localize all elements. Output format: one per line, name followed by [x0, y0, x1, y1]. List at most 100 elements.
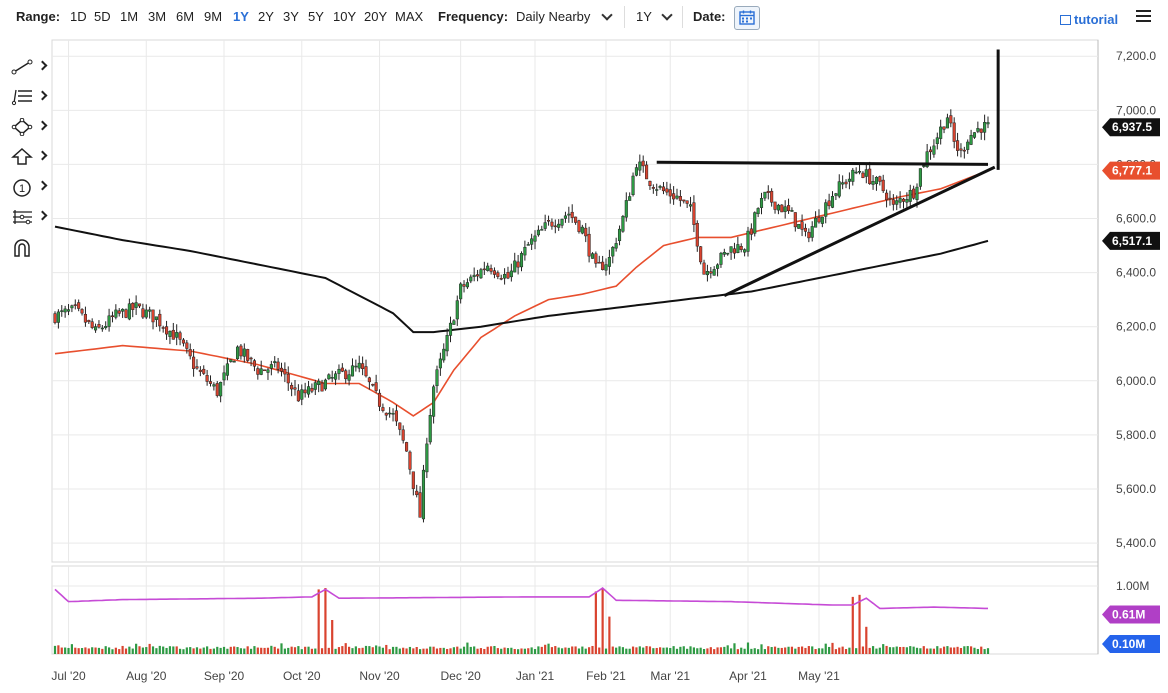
candle-body: [743, 249, 747, 253]
candle-body: [94, 326, 98, 331]
volume-bar: [249, 648, 253, 654]
volume-bar: [439, 647, 442, 654]
candle-body: [384, 412, 388, 416]
candle: [134, 295, 138, 315]
candle: [229, 359, 233, 363]
volume-bar: [824, 643, 827, 654]
volume-bar: [408, 646, 412, 654]
candle: [100, 325, 104, 332]
arrow-tool[interactable]: [6, 146, 48, 168]
range-2y[interactable]: 2Y: [258, 9, 274, 24]
volume-bar: [391, 646, 395, 654]
range-20y[interactable]: 20Y: [364, 9, 388, 24]
candle: [266, 367, 270, 380]
candle-body: [462, 284, 466, 287]
range-1m[interactable]: 1M: [120, 9, 139, 24]
volume-bar: [567, 647, 570, 654]
volume-bar: [331, 620, 334, 654]
candle-body: [516, 261, 520, 268]
candle-body: [807, 231, 811, 239]
range-max[interactable]: MAX: [395, 9, 424, 24]
annotation-tool[interactable]: 1: [6, 176, 48, 198]
range-9m[interactable]: 9M: [204, 9, 223, 24]
candle: [148, 306, 152, 319]
candle: [259, 360, 263, 376]
candle: [381, 403, 385, 413]
volume-bar: [175, 646, 178, 654]
volume-bar: [520, 648, 523, 654]
volume-bar: [517, 649, 520, 654]
shapes-tool[interactable]: [6, 116, 48, 138]
volume-bar: [162, 646, 165, 654]
volume-average-tag-shape: [1102, 605, 1160, 624]
candle-body: [543, 222, 547, 229]
range-3y[interactable]: 3Y: [283, 9, 299, 24]
range-5y[interactable]: 5Y: [308, 9, 324, 24]
candle: [655, 183, 659, 196]
candle: [918, 168, 922, 190]
candle: [881, 174, 885, 193]
candle: [222, 365, 226, 386]
y-tick-label: 5,800.0: [1116, 428, 1156, 442]
annotation-icon: 1: [13, 179, 31, 197]
candle-body: [540, 229, 544, 231]
candle: [560, 218, 564, 229]
candle-body: [276, 361, 280, 370]
hamburger-menu-icon[interactable]: [1136, 10, 1151, 25]
candle: [415, 484, 419, 498]
candle-body: [651, 187, 655, 189]
candle-body: [104, 326, 108, 329]
candle-body: [350, 365, 355, 377]
candle: [242, 343, 246, 363]
volume-bar: [64, 647, 67, 654]
volume-bar: [513, 648, 516, 654]
volume-bar: [621, 647, 625, 654]
candle: [411, 471, 415, 496]
range-1d[interactable]: 1D: [70, 9, 87, 24]
candle-body: [655, 189, 659, 191]
candle-body: [678, 196, 682, 201]
candle-body: [198, 369, 202, 372]
fibonacci-tool[interactable]: [6, 86, 48, 108]
measure-tool[interactable]: [6, 206, 48, 228]
candle: [60, 305, 64, 317]
volume-bar: [746, 642, 750, 654]
candle-body: [864, 169, 868, 177]
candle: [847, 172, 851, 190]
range-5d[interactable]: 5D: [94, 9, 111, 24]
candle: [803, 223, 808, 237]
volume-bar: [479, 648, 483, 654]
trend-line-tool[interactable]: [6, 56, 48, 78]
range-6m[interactable]: 6M: [176, 9, 195, 24]
magnet-tool[interactable]: [6, 236, 48, 258]
volume-bar: [919, 648, 922, 654]
candle: [391, 408, 395, 422]
candle-body: [962, 149, 966, 152]
volume-bar: [266, 647, 270, 654]
volume-bar: [706, 648, 709, 654]
candle: [195, 359, 199, 370]
candle: [384, 412, 388, 421]
volume-bar: [767, 646, 770, 654]
fibonacci-icon: [11, 89, 32, 106]
volume-bar: [77, 648, 80, 654]
candle-body: [202, 368, 206, 374]
candle-body: [377, 392, 382, 407]
candle-body: [966, 141, 970, 150]
range-3m[interactable]: 3M: [148, 9, 167, 24]
calendar-button[interactable]: [734, 6, 760, 30]
candle-body: [80, 309, 84, 314]
candle: [759, 192, 764, 215]
frequency-select[interactable]: Daily Nearby: [516, 9, 591, 24]
range-10y[interactable]: 10Y: [333, 9, 357, 24]
candle: [144, 304, 148, 320]
candle: [820, 216, 824, 228]
candle-body: [536, 229, 540, 236]
short-ma-tag-shape: [1102, 161, 1160, 180]
period-select[interactable]: 1Y: [636, 9, 652, 24]
range-1y[interactable]: 1Y: [233, 9, 249, 24]
volume-bar: [418, 649, 422, 654]
tutorial-icon: [1060, 15, 1071, 25]
tutorial-link[interactable]: tutorial: [1060, 12, 1118, 27]
